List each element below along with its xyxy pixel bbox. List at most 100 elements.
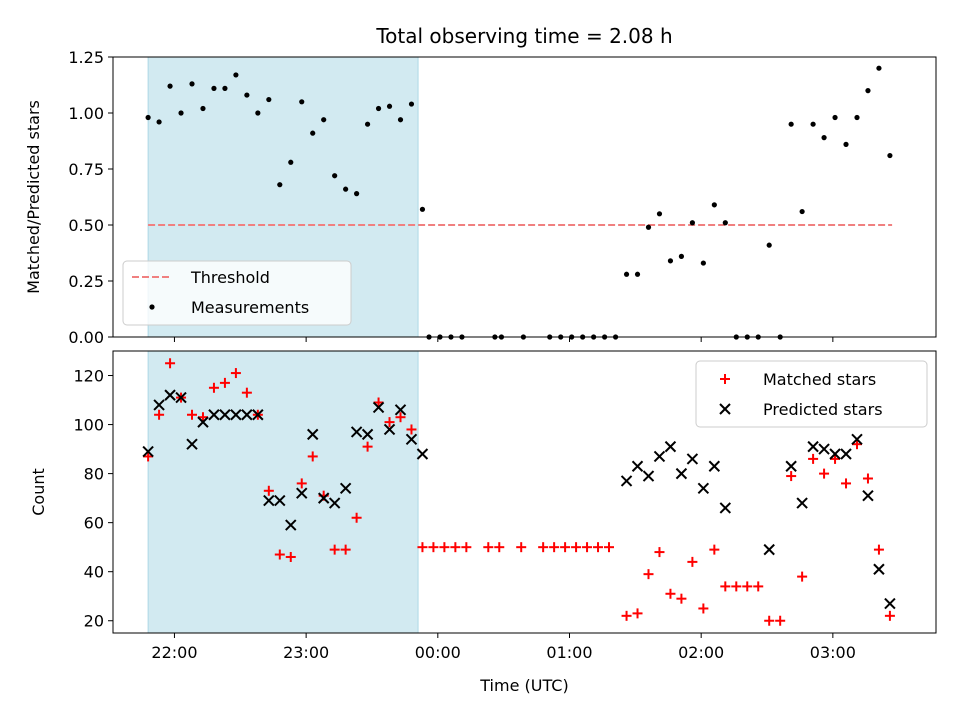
bottom-y-ticks: 20 40 60 80 100 120 <box>73 367 113 631</box>
measurement-point <box>288 159 294 165</box>
x-marker-b <box>719 502 732 514</box>
measurement-point <box>255 110 261 116</box>
measurement-point <box>244 92 250 98</box>
predicted-star-point <box>620 475 633 487</box>
measurement-point <box>623 271 630 277</box>
matched-star-point <box>709 544 720 555</box>
measurement-point <box>310 130 316 136</box>
measurement-point <box>200 105 206 112</box>
measurement-point <box>788 121 794 127</box>
predicted-star-point <box>186 438 198 450</box>
matched-star-point <box>720 581 731 592</box>
x-marker-b <box>763 543 775 556</box>
matched-star-point <box>450 542 461 553</box>
matched-star-point <box>263 485 274 496</box>
top-legend: Threshold Measurements <box>122 260 352 326</box>
matched-star-point <box>549 542 560 553</box>
matched-star-point <box>274 549 285 560</box>
x-marker-b <box>241 409 253 421</box>
x-marker-b <box>153 399 165 411</box>
measurement-point <box>865 88 871 94</box>
matched-star-point <box>873 544 884 555</box>
x-marker-b <box>274 494 286 507</box>
predicted-star-point <box>142 445 154 458</box>
predicted-star-point <box>372 401 385 414</box>
measurement-point <box>876 65 882 71</box>
top-panel: 0.00 0.25 0.50 0.75 1.00 1.25 Total observing… <box>24 24 937 347</box>
x-marker-b <box>807 440 819 453</box>
predicted-star-point <box>307 428 319 441</box>
measurement-point <box>678 253 685 259</box>
predicted-star-point <box>274 494 286 507</box>
measurement-point <box>386 103 393 109</box>
measurement-point <box>299 99 305 105</box>
matched-star-point <box>494 542 505 553</box>
x-marker-b <box>361 428 374 441</box>
x-marker-b <box>317 492 330 504</box>
matched-star-point <box>351 512 362 523</box>
matched-star-point <box>830 453 841 464</box>
predicted-star-point <box>317 492 330 504</box>
top-legend-box <box>122 260 352 326</box>
measurement-point <box>211 85 217 91</box>
matched-star-point <box>285 551 296 562</box>
x-marker-b <box>252 409 264 421</box>
top-y-tick-label: 1.00 <box>68 104 104 123</box>
matched-star-point <box>483 542 494 553</box>
x-marker-b <box>697 482 710 495</box>
predicted-star-point <box>241 409 253 421</box>
x-marker-b <box>785 460 797 472</box>
x-marker-b <box>372 401 385 414</box>
matched-star-point <box>340 544 351 555</box>
measurement-point <box>656 211 663 217</box>
bottom-legend: Matched stars Predicted stars <box>695 360 928 428</box>
predicted-star-point <box>339 482 352 495</box>
measurement-point <box>645 224 652 230</box>
predicted-star-point <box>175 391 187 404</box>
x-marker-b <box>328 497 341 509</box>
matched-star-point <box>742 581 753 592</box>
predicted-star-point <box>719 502 732 514</box>
predicted-star-point <box>153 399 165 411</box>
measurement-point <box>397 117 404 123</box>
measurement-point <box>266 96 272 103</box>
x-marker-b <box>873 563 885 575</box>
measurement-point <box>321 117 327 123</box>
x-marker-b <box>829 448 841 460</box>
matched-star-point <box>884 610 895 621</box>
matched-star-point <box>208 382 219 393</box>
x-marker-b <box>219 409 231 421</box>
predicted-star-point <box>653 450 666 463</box>
bottom-y-tick-label: 120 <box>73 367 104 386</box>
matched-star-point <box>197 412 208 423</box>
bottom-observing-window-shade <box>147 350 419 634</box>
predicted-star-point <box>818 443 830 455</box>
matched-star-point <box>676 593 687 604</box>
x-marker-b <box>719 403 731 415</box>
predicted-star-point <box>394 404 407 416</box>
x-marker-b <box>818 443 830 455</box>
matched-star-point <box>764 615 775 626</box>
x-marker-b <box>708 460 721 472</box>
predicted-star-point <box>708 460 721 472</box>
measurement-point <box>178 110 184 116</box>
x-marker-b <box>142 445 154 458</box>
x-marker-b <box>263 494 275 507</box>
matched-star-point <box>154 409 165 420</box>
measurement-point <box>722 220 728 226</box>
predicted-star-point <box>873 563 885 575</box>
measurement-point <box>700 260 706 266</box>
matched-star-point <box>461 542 472 553</box>
measurement-point <box>145 114 151 121</box>
bottom-legend-box <box>695 360 928 428</box>
matched-star-point <box>187 409 198 420</box>
predicted-star-point <box>263 494 275 507</box>
top-y-tick-label: 0.25 <box>68 272 104 291</box>
measurement-point <box>277 182 283 188</box>
legend-threshold-label: Threshold <box>190 268 270 287</box>
x-marker-b <box>285 519 297 531</box>
measurement-point <box>167 83 173 89</box>
matched-star-point <box>417 542 428 553</box>
predicted-star-point <box>664 440 677 453</box>
